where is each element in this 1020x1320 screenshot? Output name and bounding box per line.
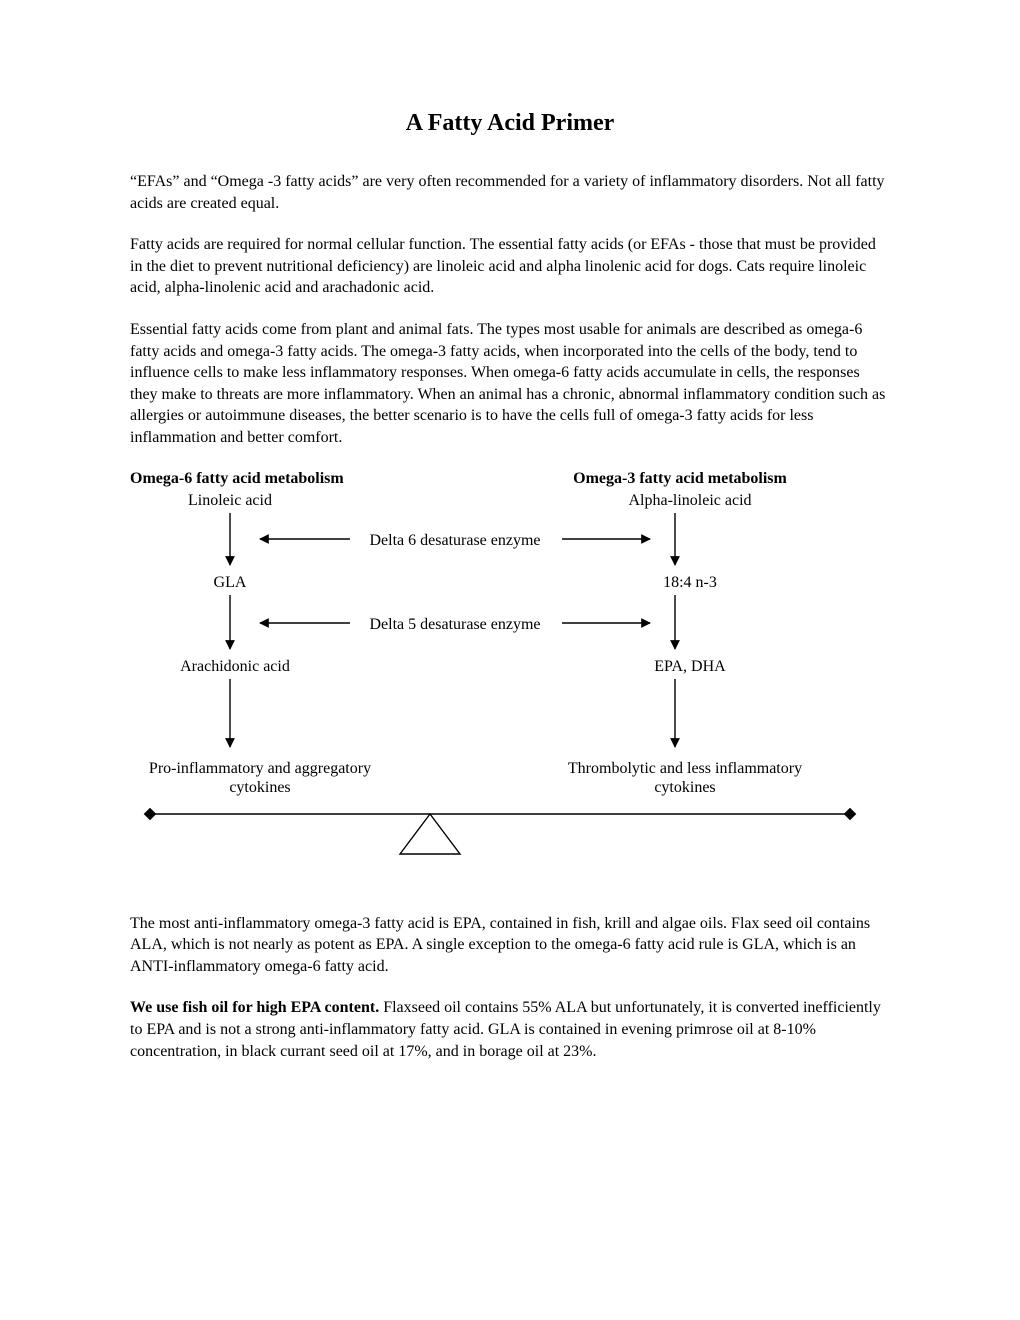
paragraph-5: We use fish oil for high EPA content. Fl… [130,997,890,1062]
paragraph-1: “EFAs” and “Omega -3 fatty acids” are ve… [130,171,890,214]
paragraph-4: The most anti-inflammatory omega-3 fatty… [130,913,890,978]
paragraph-2: Fatty acids are required for normal cell… [130,234,890,299]
metabolism-diagram: Omega-6 fatty acid metabolism Omega-3 fa… [130,469,890,889]
document-page: A Fatty Acid Primer “EFAs” and “Omega -3… [0,0,1020,1320]
paragraph-5-lead: We use fish oil for high EPA content. [130,999,379,1016]
page-title: A Fatty Acid Primer [130,110,890,137]
paragraph-3: Essential fatty acids come from plant an… [130,319,890,449]
diagram-arrows [130,469,890,889]
